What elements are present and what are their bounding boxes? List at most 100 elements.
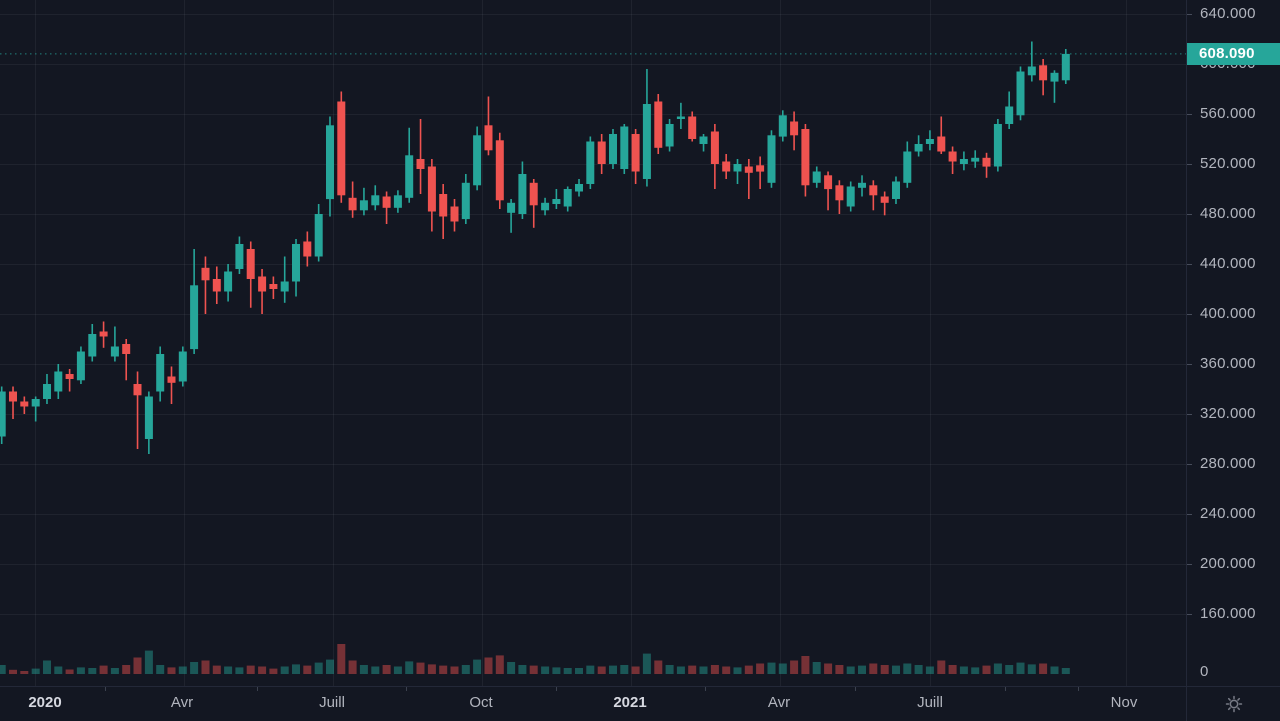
volume-bar — [450, 666, 459, 674]
volume-bar — [405, 661, 414, 674]
candle — [790, 111, 799, 151]
volume-bar — [43, 660, 51, 674]
volume-bar — [235, 667, 244, 674]
candle — [586, 136, 595, 189]
volume-bar — [0, 665, 6, 674]
candle — [303, 231, 312, 267]
time-minor-tick — [406, 687, 407, 691]
volume-bar — [303, 665, 312, 674]
volume-bar — [812, 662, 821, 674]
volume-bar — [31, 668, 40, 674]
candle — [382, 191, 391, 224]
candle — [699, 134, 708, 152]
candles-layer — [0, 41, 1070, 454]
volume-bar — [416, 662, 425, 674]
candle — [133, 371, 142, 449]
chart-pane[interactable] — [0, 0, 1186, 686]
price-tick-mark — [1187, 14, 1192, 15]
candle — [348, 181, 357, 218]
volume-bar — [993, 663, 1002, 674]
volume-bar — [337, 644, 346, 674]
price-tick-label: 640.000 — [1200, 5, 1256, 22]
candle — [846, 181, 855, 212]
volume-bar — [903, 663, 912, 674]
volume-bar — [631, 666, 640, 674]
volume-bar — [744, 665, 753, 674]
price-tick-label: 160.000 — [1200, 605, 1256, 622]
candle — [1050, 70, 1059, 103]
volume-bar — [246, 665, 255, 674]
volume-bar — [473, 659, 482, 674]
volume-bar — [269, 668, 278, 674]
candle — [484, 96, 493, 156]
candle — [416, 119, 425, 194]
candle — [824, 171, 833, 211]
candle — [541, 197, 550, 216]
settings-gear-button[interactable] — [1223, 693, 1245, 715]
volume-bar — [937, 660, 946, 674]
candle — [869, 180, 878, 211]
volume-bar — [620, 665, 629, 674]
candle — [892, 176, 900, 204]
time-minor-tick — [257, 687, 258, 691]
candle — [246, 241, 255, 308]
candle — [925, 130, 934, 151]
volume-bar — [699, 666, 708, 674]
volume-bar — [1027, 664, 1036, 674]
price-tick-mark — [1187, 214, 1192, 215]
candle — [201, 256, 210, 314]
price-tick-label: 480.000 — [1200, 205, 1256, 222]
volume-bar — [541, 666, 550, 674]
candle — [235, 236, 244, 274]
volume-bar — [892, 665, 900, 674]
time-tick-label: Oct — [469, 694, 493, 711]
volume-bar — [790, 660, 799, 674]
volume-bar — [1050, 666, 1059, 674]
price-axis[interactable]: 0 640.000600.000560.000520.000480.000440… — [1186, 0, 1280, 686]
candle — [258, 269, 267, 314]
volume-bar — [54, 666, 63, 674]
time-minor-tick — [705, 687, 706, 691]
volume-bar — [167, 667, 176, 674]
candlestick-chart-canvas[interactable] — [0, 0, 1186, 686]
candle — [88, 324, 97, 362]
candle — [529, 179, 538, 228]
volume-bar — [382, 665, 391, 674]
candle — [575, 179, 583, 197]
time-tick-label: Nov — [1110, 694, 1138, 711]
candle — [178, 346, 187, 387]
volume-bar — [110, 668, 119, 674]
volume-bar — [280, 666, 289, 674]
candle — [744, 159, 753, 199]
candle — [224, 264, 233, 302]
volume-bar — [190, 662, 199, 674]
time-axis[interactable]: 2020 Avr Juill Oct 2021 Avr Juill Nov — [0, 686, 1186, 721]
volume-bar — [495, 655, 504, 674]
candle — [654, 94, 663, 154]
candle — [0, 386, 6, 444]
volume-bar — [846, 666, 855, 674]
price-tick-label: 280.000 — [1200, 455, 1256, 472]
volume-bar — [688, 665, 697, 674]
volume-bar — [948, 665, 957, 674]
candle — [914, 135, 923, 157]
time-minor-tick — [855, 687, 856, 691]
candle — [439, 184, 448, 239]
candle — [858, 175, 866, 197]
price-tick-label: 360.000 — [1200, 355, 1256, 372]
volume-bar — [982, 665, 991, 674]
volume-bar — [563, 668, 572, 674]
time-minor-tick — [105, 687, 106, 691]
candle — [461, 174, 470, 224]
last-price-value: 608.090 — [1199, 44, 1255, 62]
candle — [76, 346, 85, 384]
volume-bar — [676, 666, 685, 674]
volume-bar — [609, 665, 617, 674]
price-tick-label: 320.000 — [1200, 405, 1256, 422]
candle — [65, 369, 74, 392]
volume-bar — [212, 665, 221, 674]
volume-bar — [959, 666, 968, 674]
volume-bar — [371, 666, 380, 674]
candle — [167, 366, 176, 404]
volume-bar — [914, 665, 923, 674]
